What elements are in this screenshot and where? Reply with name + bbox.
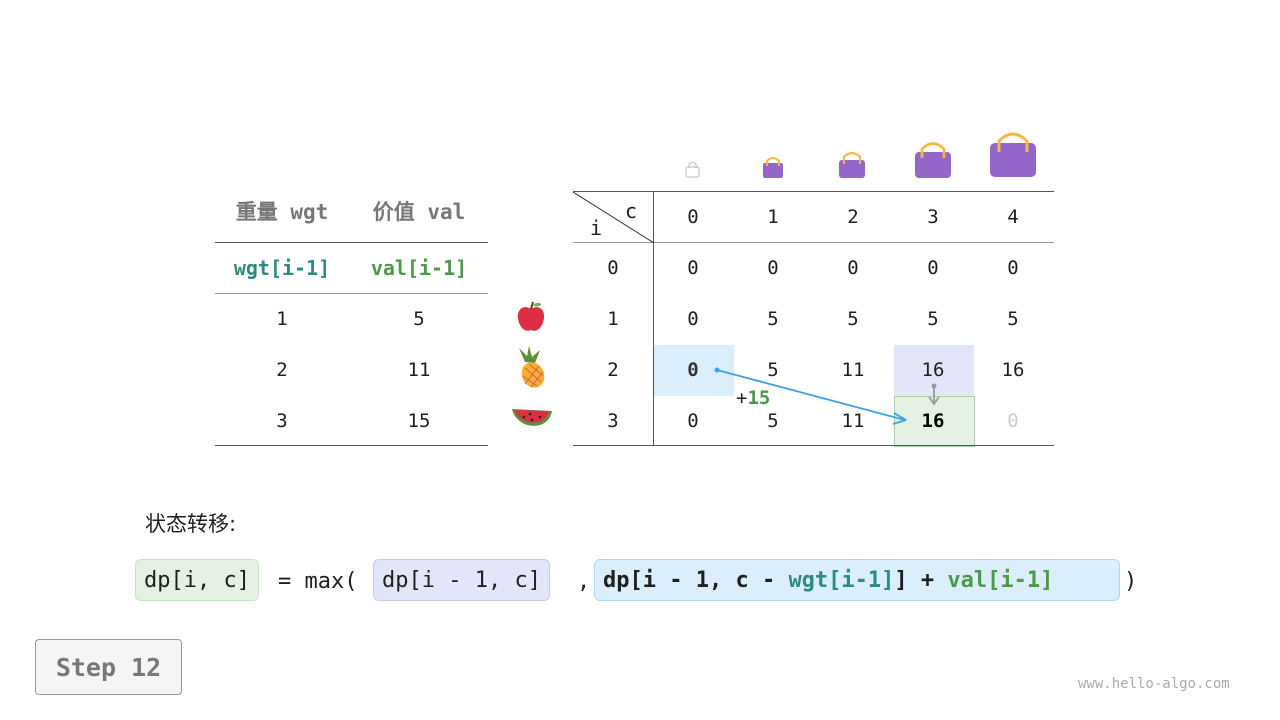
formula-option-1: dp[i - 1, c] <box>373 559 550 601</box>
bag-icon <box>839 151 865 178</box>
corner-diagonal <box>573 192 654 243</box>
formula-term: ] + <box>894 567 948 593</box>
formula-val: val[i-1] <box>947 567 1054 593</box>
dp-cell: 16 <box>1001 359 1025 381</box>
dp-cell: 11 <box>841 410 865 432</box>
watermelon-icon <box>512 409 552 426</box>
watermark: www.hello-algo.com <box>1078 676 1230 692</box>
formula-wgt: wgt[i-1] <box>788 567 895 593</box>
subheader-val: val[i-1] <box>370 256 468 280</box>
pineapple-icon <box>519 346 545 388</box>
dp-cell: 0 <box>1007 257 1019 279</box>
plus-sign: + <box>736 387 748 409</box>
item-weight: 3 <box>276 410 288 432</box>
row-label: 2 <box>607 359 619 381</box>
empty-bag-icon <box>685 162 700 178</box>
row-label: 1 <box>607 308 619 330</box>
formula-option-2: dp[i - 1, c - wgt[i-1]] + val[i-1] <box>594 559 1120 601</box>
plus-value-annotation: +15 <box>736 387 770 409</box>
dp-cell: 0 <box>687 308 699 330</box>
corner-c-label: c <box>624 199 638 223</box>
divider <box>215 445 488 446</box>
divider <box>215 242 488 243</box>
dp-cell: 16 <box>921 410 945 432</box>
formula-eq: = max( <box>278 569 358 594</box>
dp-cell: 5 <box>927 308 939 330</box>
item-value: 15 <box>407 410 431 432</box>
table-vertical-border <box>653 192 654 446</box>
row-label: 0 <box>607 257 619 279</box>
item-value: 5 <box>413 308 425 330</box>
item-weight: 1 <box>276 308 288 330</box>
step-button[interactable]: Step 12 <box>35 639 182 695</box>
header-weight: 重量 wgt <box>235 200 329 224</box>
subheader-wgt: wgt[i-1] <box>233 256 331 280</box>
dp-cell: 0 <box>687 410 699 432</box>
dp-cell: 5 <box>767 359 779 381</box>
formula-term: dp[i - 1, c - <box>603 567 789 593</box>
dp-cell: 0 <box>927 257 939 279</box>
dp-cell: 0 <box>687 359 699 381</box>
table-top-border <box>573 191 1054 192</box>
capacity-header: 2 <box>847 206 859 228</box>
bag-icon <box>990 132 1036 177</box>
divider <box>215 293 488 294</box>
capacity-header: 3 <box>927 206 939 228</box>
dp-cell: 0 <box>1007 410 1019 432</box>
table-bottom-border <box>573 445 1054 446</box>
dp-cell: 0 <box>767 257 779 279</box>
item-weight: 2 <box>276 359 288 381</box>
table-header-border <box>573 242 1054 243</box>
capacity-header: 4 <box>1007 206 1019 228</box>
formula-close: ) <box>1124 569 1138 594</box>
header-value: 价值 val <box>372 200 466 224</box>
dp-cell: 5 <box>767 410 779 432</box>
row-label: 3 <box>607 410 619 432</box>
dp-cell: 11 <box>841 359 865 381</box>
dp-cell: 5 <box>847 308 859 330</box>
dp-cell: 5 <box>1007 308 1019 330</box>
dp-cell: 0 <box>847 257 859 279</box>
formula-comma: , <box>577 569 591 594</box>
added-value: 15 <box>747 387 771 409</box>
item-value: 11 <box>407 359 431 381</box>
capacity-header: 0 <box>687 206 699 228</box>
bag-icon <box>763 157 783 178</box>
formula-label: 状态转移: <box>145 512 237 536</box>
dp-cell: 5 <box>767 308 779 330</box>
formula-lhs: dp[i, c] <box>135 559 259 601</box>
dp-cell: 16 <box>921 359 945 381</box>
capacity-header: 1 <box>767 206 779 228</box>
corner-i-label: i <box>589 216 603 240</box>
bag-icon <box>915 142 951 178</box>
dp-cell: 0 <box>687 257 699 279</box>
apple-icon <box>517 301 545 331</box>
